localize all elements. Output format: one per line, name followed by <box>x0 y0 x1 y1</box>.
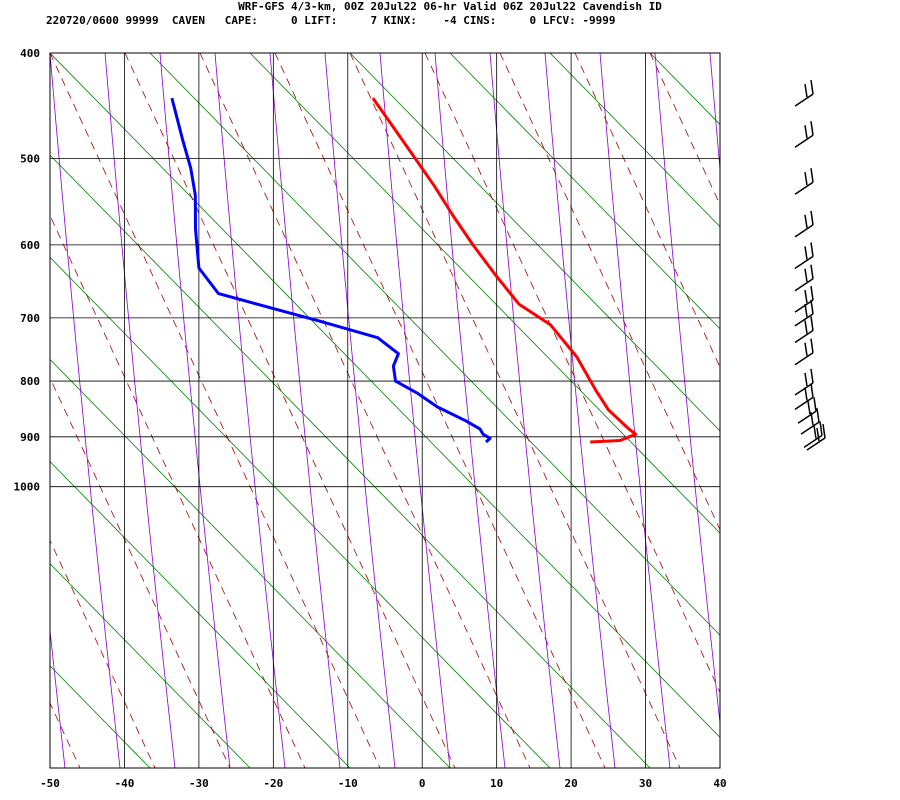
x-tick-label: -10 <box>338 777 358 790</box>
x-tick-label: 20 <box>564 777 577 790</box>
green-guide-line <box>50 358 451 768</box>
wind-barbs <box>794 80 826 451</box>
y-tick-label: 700 <box>20 312 40 325</box>
wind-barb <box>794 121 814 148</box>
dashed-guide-line <box>424 53 720 694</box>
wind-barb <box>794 299 814 327</box>
dashed-guide-line <box>574 53 720 369</box>
dashed-guide-line <box>875 53 900 768</box>
green-guide-line <box>50 154 651 768</box>
purple-guide-line <box>709 53 720 174</box>
dashed-guide-line <box>800 53 900 768</box>
y-tick-label: 800 <box>20 375 40 388</box>
dashed-guide-line <box>50 214 306 768</box>
purple-guide-line <box>434 53 506 768</box>
x-tick-label: -20 <box>263 777 283 790</box>
green-guide-line <box>50 256 551 768</box>
green-guide-line <box>850 53 900 768</box>
wind-barb <box>806 423 826 451</box>
purple-guide-line <box>269 53 341 768</box>
wind-barb <box>794 383 814 410</box>
temperature-line <box>371 97 638 444</box>
dashed-guide-line <box>499 53 720 531</box>
dewpoint-line <box>170 97 492 444</box>
background-lines <box>0 53 900 768</box>
green-guide-line <box>50 53 720 738</box>
dashed-guide-line <box>50 702 81 768</box>
purple-guide-line <box>324 53 396 768</box>
wind-barb <box>794 368 814 396</box>
green-guide-line <box>549 53 720 228</box>
x-tick-label: 40 <box>713 777 726 790</box>
x-tick-label: -50 <box>40 777 60 790</box>
green-guide-line <box>750 53 900 768</box>
y-tick-label: 400 <box>20 47 40 60</box>
chart-title: WRF-GFS 4/3-km, 00Z 20Jul22 06-hr Valid … <box>238 0 662 13</box>
purple-guide-line <box>104 53 176 768</box>
purple-guide-line <box>765 53 835 768</box>
wind-barb <box>794 338 814 366</box>
y-tick-label: 1000 <box>14 481 41 494</box>
green-guide-line <box>50 460 351 768</box>
green-guide-line <box>149 53 720 636</box>
x-tick-label: 0 <box>419 777 426 790</box>
purple-guide-line <box>489 53 561 768</box>
dashed-guide-line <box>349 53 681 768</box>
y-tick-label: 500 <box>20 153 40 166</box>
wind-barb <box>794 80 814 107</box>
wind-barb <box>794 316 814 344</box>
y-tick-label: 600 <box>20 239 40 252</box>
green-guide-line <box>50 563 251 768</box>
green-guide-line <box>249 53 720 534</box>
grid <box>49 52 721 768</box>
purple-guide-line <box>0 53 10 768</box>
dashed-guide-line <box>199 53 531 768</box>
x-tick-label: 30 <box>639 777 652 790</box>
dashed-guide-line <box>274 53 606 768</box>
y-tick-label: 900 <box>20 431 40 444</box>
y-tick-labels: 400 500 600 700 800 900 1000 <box>14 47 41 494</box>
x-tick-label: -40 <box>115 777 135 790</box>
wind-barb <box>800 408 820 435</box>
series-group <box>170 97 638 444</box>
wind-barb <box>794 286 814 313</box>
x-tick-label: -30 <box>189 777 209 790</box>
dashed-guide-line <box>124 53 456 768</box>
purple-guide-line <box>214 53 286 768</box>
purple-guide-line <box>159 53 231 768</box>
purple-guide-line <box>599 53 671 768</box>
wind-barb <box>794 168 814 195</box>
green-guide-line <box>449 53 720 330</box>
wind-barb <box>794 210 814 238</box>
dashed-guide-line <box>649 53 720 206</box>
purple-guide-line <box>50 53 121 768</box>
wind-barb <box>794 242 814 270</box>
stats-line: 220720/0600 99999 CAVEN CAPE: 0 LIFT: 7 … <box>46 14 616 27</box>
x-tick-labels: -50 -40 -30 -20 -10 0 10 20 30 40 <box>40 777 727 790</box>
dashed-guide-line <box>0 53 5 768</box>
purple-guide-line <box>820 53 890 768</box>
purple-guide-line <box>379 53 451 768</box>
plot-frame <box>49 52 721 769</box>
green-guide-line <box>349 53 720 432</box>
wind-barb <box>797 397 817 424</box>
dashed-guide-line <box>725 53 900 768</box>
dashed-guide-line <box>50 377 231 768</box>
purple-guide-line <box>50 626 66 768</box>
purple-guide-line <box>654 53 720 727</box>
x-tick-label: 10 <box>490 777 503 790</box>
purple-guide-line <box>544 53 616 768</box>
dashed-guide-line <box>50 53 381 768</box>
wind-barb <box>794 264 814 292</box>
